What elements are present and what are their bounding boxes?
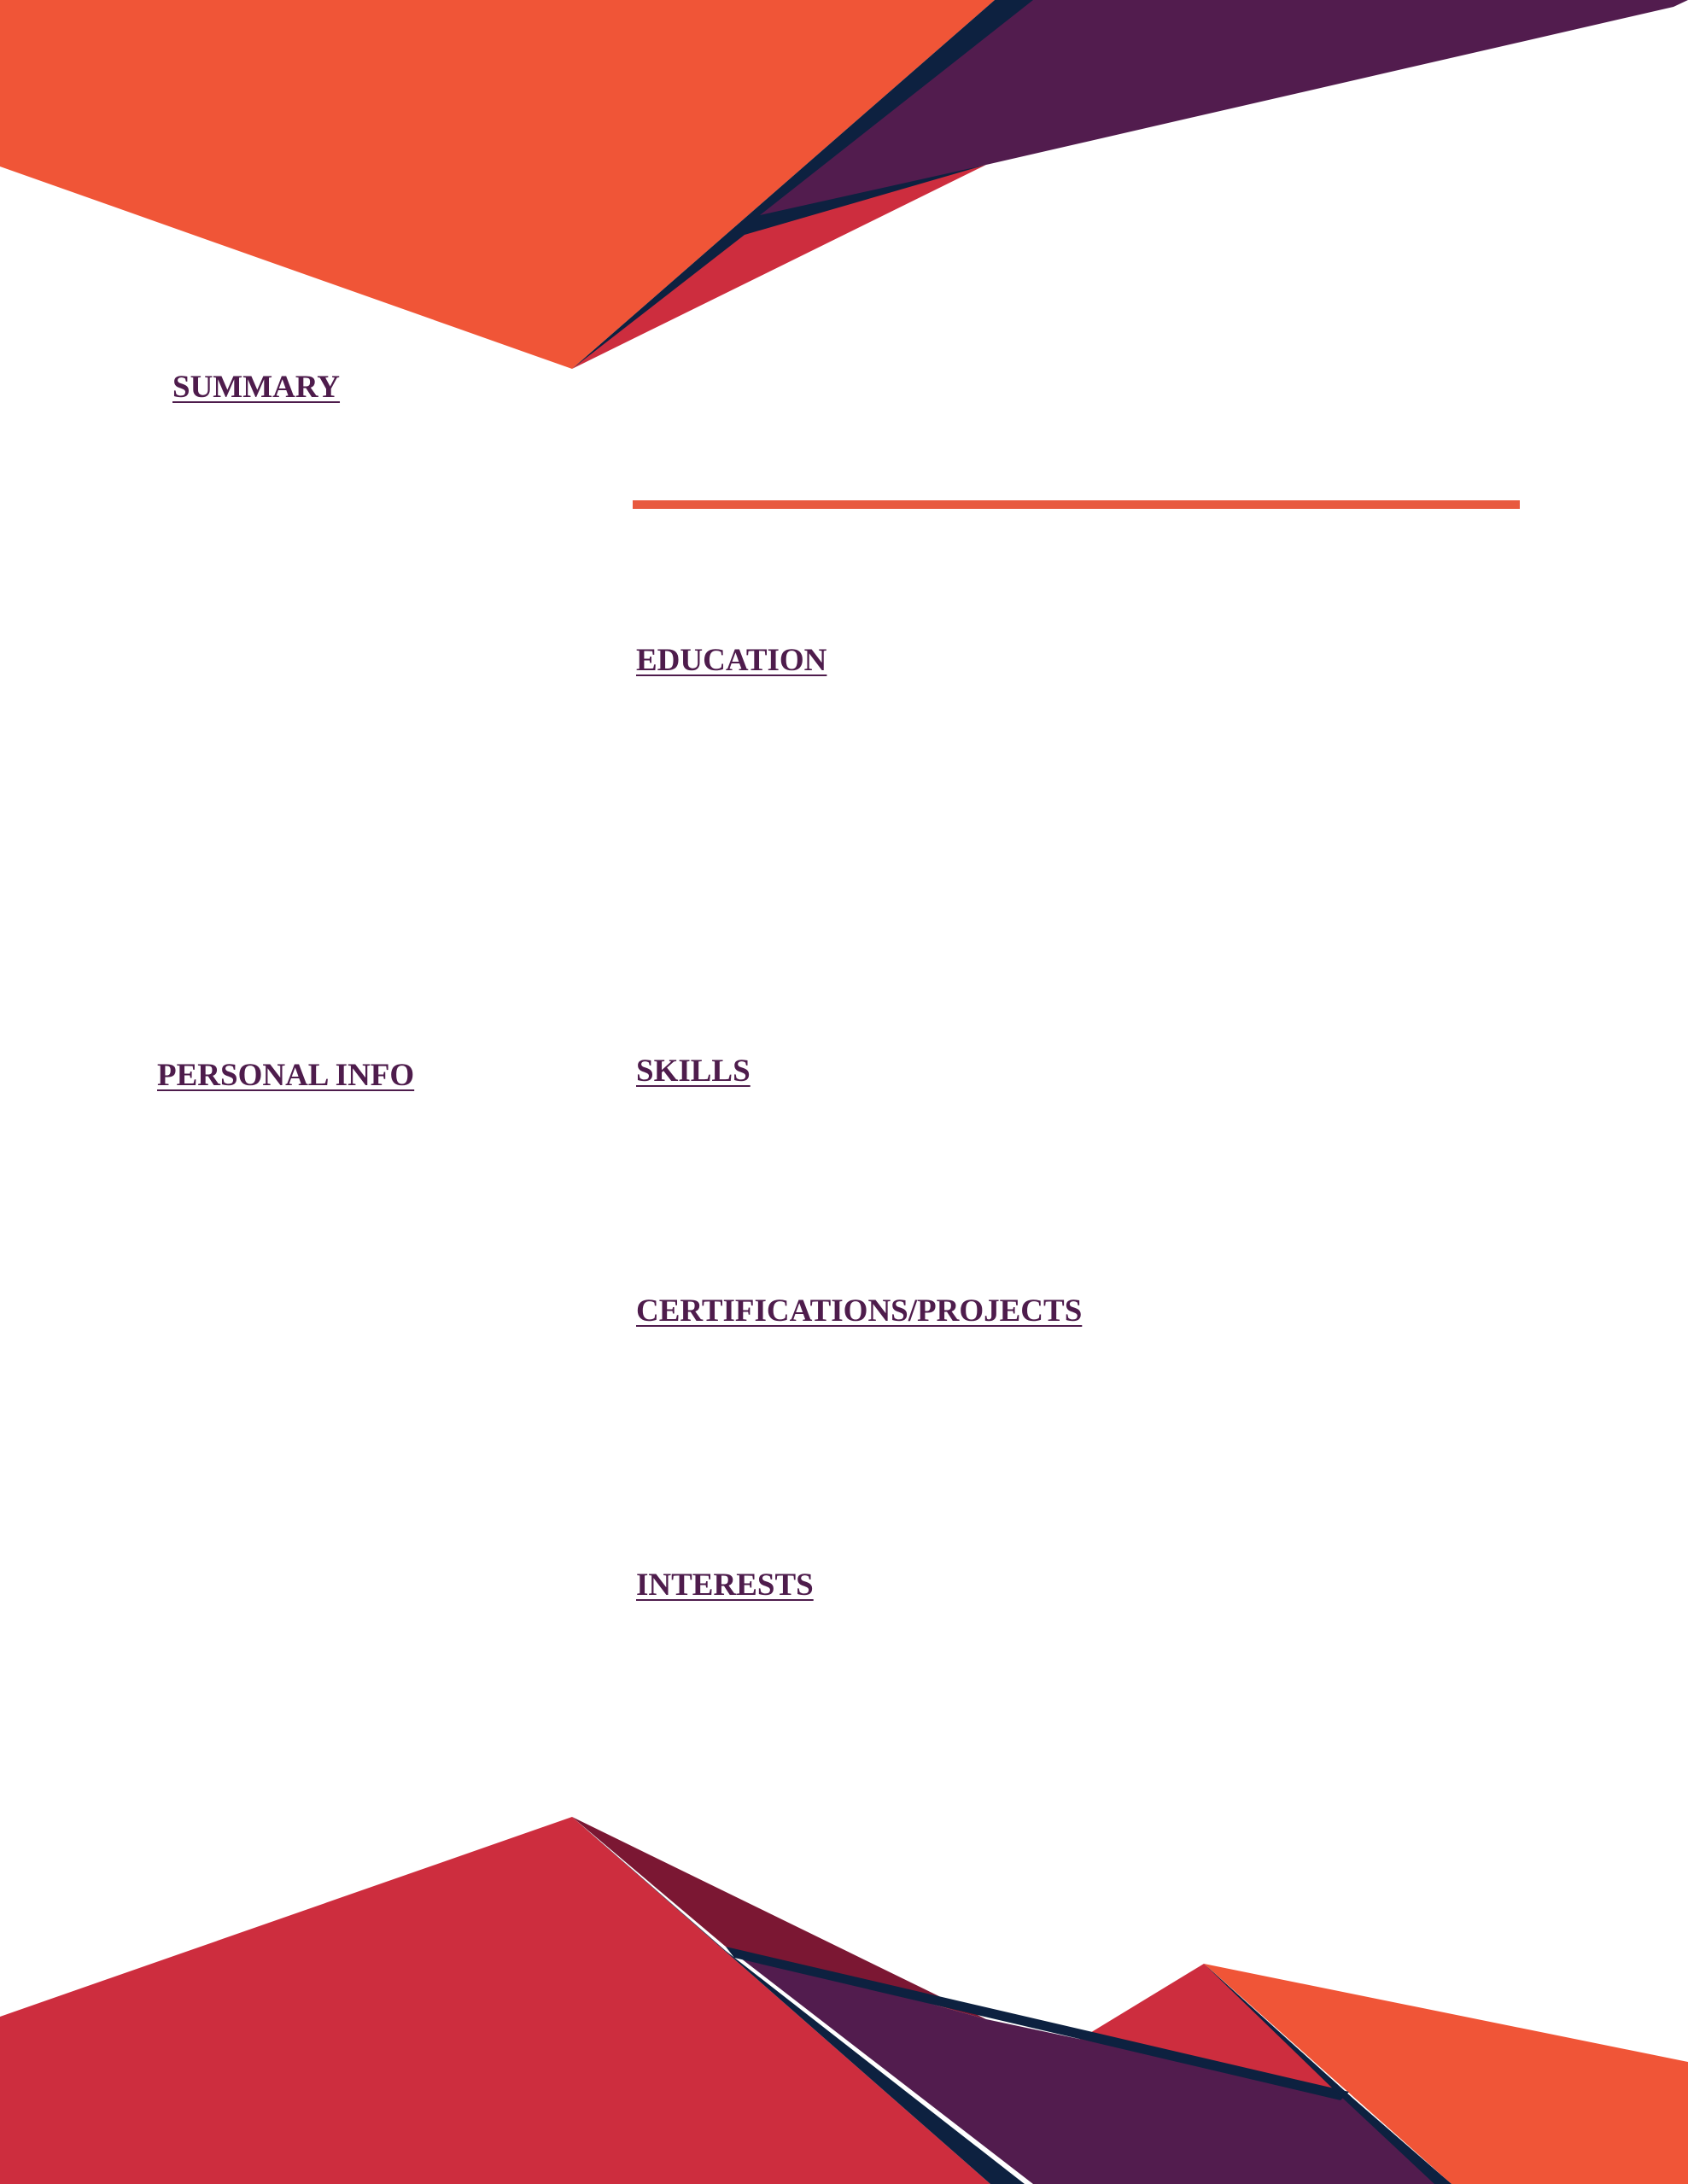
section-heading-certifications-projects: CERTIFICATIONS/PROJECTS <box>636 1293 1083 1329</box>
section-heading-skills: SKILLS <box>636 1054 751 1089</box>
bottom-purple-shape <box>726 1947 1451 2184</box>
section-heading-interests: INTERESTS <box>636 1568 814 1603</box>
section-heading-personal-info: PERSONAL INFO <box>157 1058 415 1093</box>
section-heading-summary: SUMMARY <box>172 370 341 405</box>
bottom-maroon-shape <box>572 1817 986 2019</box>
header-divider-line <box>633 500 1520 509</box>
bottom-red-right-shape <box>1078 1964 1340 2092</box>
top-orange-shape <box>0 0 995 369</box>
top-geometric-banner <box>0 0 1688 369</box>
section-heading-education: EDUCATION <box>636 643 827 678</box>
top-purple-shape <box>734 0 1688 231</box>
bottom-navy-streak-2 <box>726 1947 1349 2100</box>
bottom-geometric-banner <box>0 1817 1688 2184</box>
bottom-red-left-shape <box>0 1817 990 2184</box>
top-red-shape <box>572 165 986 369</box>
bottom-orange-shape <box>1204 1964 1688 2184</box>
top-navy-streak <box>572 0 1033 369</box>
